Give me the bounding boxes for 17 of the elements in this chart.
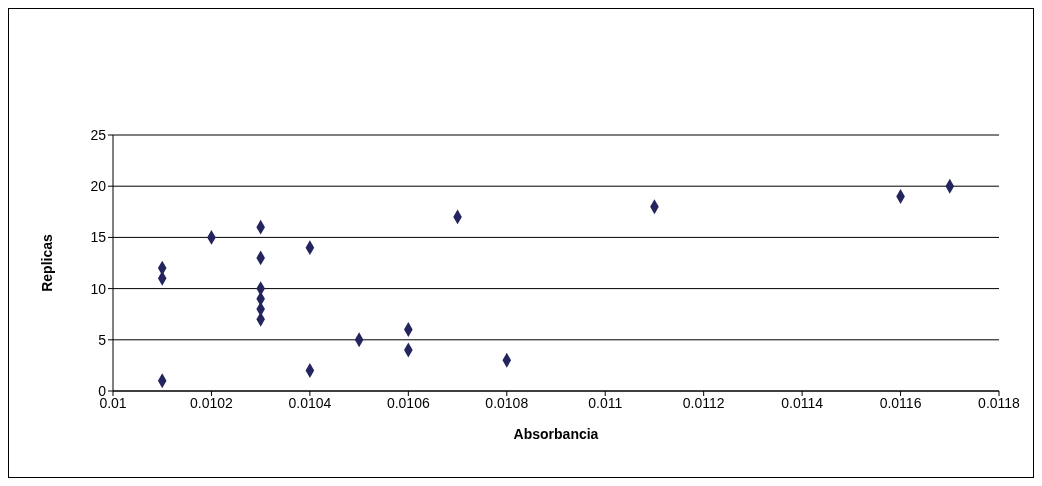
y-tick-label: 5 xyxy=(98,331,107,348)
x-tick-label: 0.0104 xyxy=(288,394,332,411)
x-tick-label: 0.0102 xyxy=(190,394,234,411)
x-tick-label: 0.011 xyxy=(588,394,623,411)
x-tick-label: 0.0116 xyxy=(879,394,922,411)
x-tick-label: 0.0106 xyxy=(386,394,430,411)
x-axis-title: Absorbancia xyxy=(513,426,599,442)
y-tick-label: 10 xyxy=(90,280,107,297)
y-tick-label: 20 xyxy=(90,178,107,195)
x-tick-label: 0.0108 xyxy=(485,394,529,411)
y-tick-label: 25 xyxy=(90,126,107,143)
y-axis-title: Replicas xyxy=(38,234,55,292)
x-tick-label: 0.0118 xyxy=(978,394,1021,411)
y-tick-label: 15 xyxy=(90,229,107,246)
x-tick-label: 0.0112 xyxy=(682,394,725,411)
x-tick-label: 0.0114 xyxy=(781,394,824,411)
y-tick-label: 0 xyxy=(98,382,107,399)
